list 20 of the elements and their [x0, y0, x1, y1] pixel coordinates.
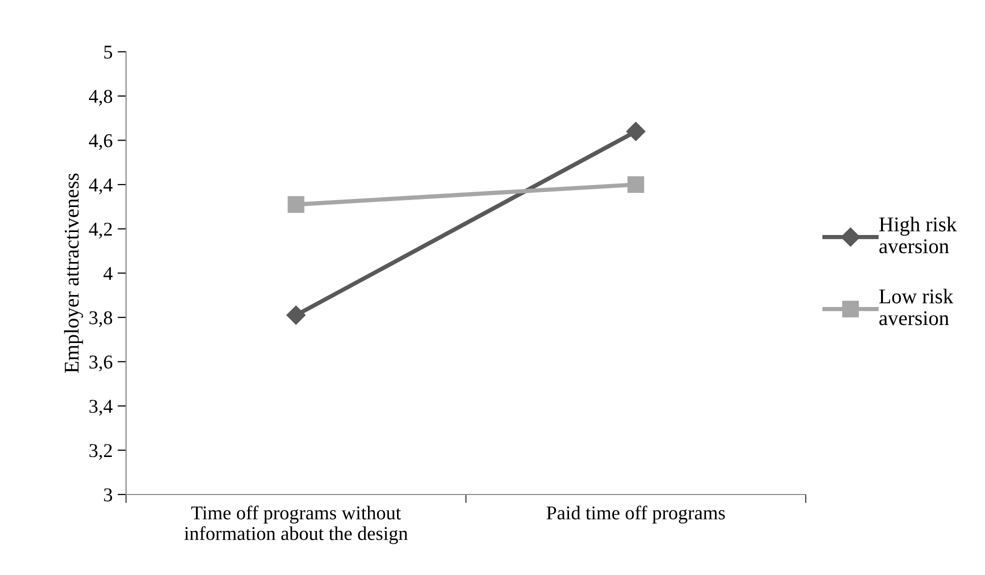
y-tick-label: 4,6: [88, 134, 112, 150]
legend-label: Low risk aversion: [879, 288, 954, 326]
y-tick-label: 4,8: [88, 90, 112, 106]
y-tick-label: 5: [104, 46, 112, 59]
y-tick-label: 3,6: [90, 356, 112, 372]
y-tick-label: 3: [104, 488, 112, 502]
point: [288, 196, 304, 213]
y-tick-label: 3,8: [90, 311, 112, 328]
y-tick-label: 3,2: [90, 444, 112, 460]
y-tick-label: 4: [104, 267, 113, 280]
point: [626, 122, 646, 141]
x-tick-label: Time off programs without information about the design: [184, 506, 408, 544]
legend-label: High risk aversion: [879, 216, 957, 254]
y-tick-label: 4,4: [88, 178, 113, 194]
y-tick-label: 3,4: [90, 400, 113, 416]
x-tick-label: Paid time off programs: [546, 506, 725, 524]
point: [286, 306, 306, 325]
y-tick-label: 4,2: [88, 222, 112, 239]
y-axis-title: Employer attractiveness: [64, 174, 84, 373]
point: [627, 176, 644, 193]
